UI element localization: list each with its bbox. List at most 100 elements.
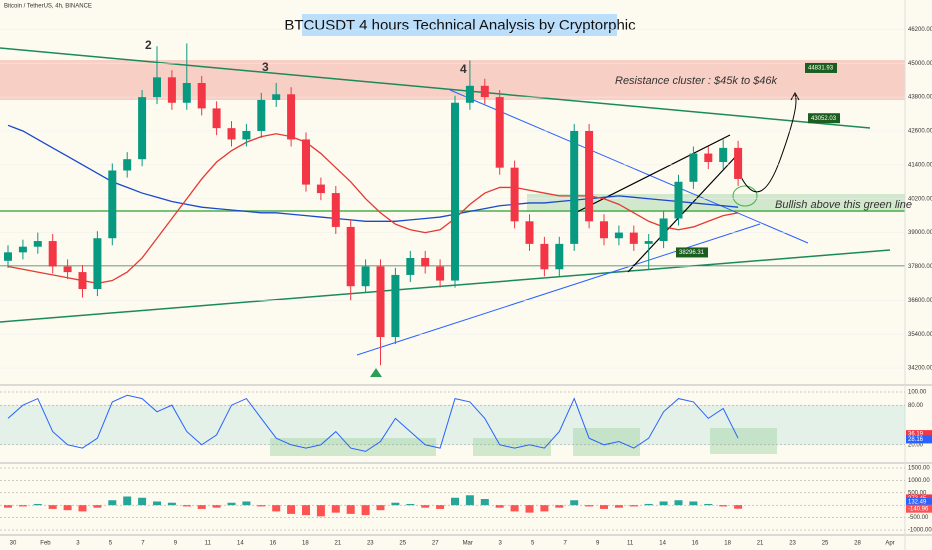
candle-body [153, 77, 161, 98]
histogram-bar [644, 503, 653, 506]
projection-arrow [739, 94, 797, 193]
histogram-bar [346, 505, 355, 514]
histogram-bar [182, 505, 191, 507]
highlight-circle [732, 185, 758, 207]
y-tick-label: 43800.00 [908, 95, 932, 101]
y-tick-label: 42600.00 [908, 129, 932, 135]
symbol-info: Bitcoin / TetherUS, 4h, BINANCE [4, 4, 92, 10]
x-tick-label: 11 [205, 541, 212, 547]
candle-body [421, 257, 430, 267]
histogram-bar [719, 505, 728, 507]
x-tick-label: 9 [174, 541, 178, 547]
value-badge [906, 504, 932, 513]
histogram-bar [33, 503, 42, 506]
price-label: 38296.31 [679, 250, 705, 256]
value-badge [906, 430, 932, 439]
y-tick-label: -500.00 [908, 515, 929, 521]
y-tick-label: 36600.00 [908, 298, 932, 304]
candle-body [123, 159, 132, 171]
candle-body [391, 274, 400, 338]
x-tick-label: 23 [367, 541, 374, 547]
oversold-box [710, 428, 777, 454]
candle-body [361, 266, 370, 287]
x-tick-label: Apr [885, 541, 894, 547]
y-tick-label: 100.00 [908, 390, 927, 396]
candle-body [451, 102, 459, 281]
candle-body [331, 193, 340, 227]
candle-body [167, 77, 176, 103]
candle-body [48, 241, 57, 267]
y-tick-label: 80.00 [908, 403, 924, 409]
moving-average [7, 124, 739, 222]
histogram-bar [257, 505, 266, 507]
histogram-bar [331, 505, 340, 513]
value-badge-label: -140.96 [908, 506, 929, 512]
candle-body [689, 153, 698, 182]
histogram-bar [600, 505, 608, 509]
chart-title: BTCUSDT 4 hours Technical Analysis by Cr… [284, 17, 636, 34]
x-tick-label: Feb [40, 541, 51, 547]
histogram-bar [18, 505, 27, 507]
value-badge [906, 497, 932, 506]
title-box [302, 14, 617, 36]
histogram-bar [689, 501, 698, 506]
candle-body [182, 82, 191, 103]
histogram-bar [525, 505, 534, 513]
candle-body [674, 181, 683, 219]
candle-body [465, 85, 474, 103]
histogram-bar [480, 499, 489, 506]
x-tick-label: 9 [596, 541, 600, 547]
candle-body [212, 108, 221, 129]
candle-body [242, 130, 251, 140]
trendline [0, 249, 891, 323]
x-tick-label: 11 [627, 541, 634, 547]
y-tick-label: 46200.00 [908, 27, 932, 33]
x-tick-label: 21 [334, 541, 341, 547]
y-tick-label: 35400.00 [908, 332, 932, 338]
x-tick-label: 16 [270, 541, 277, 547]
moving-average [7, 133, 739, 285]
x-tick-label: 30 [10, 541, 17, 547]
candle-body [33, 241, 42, 247]
x-tick-label: 18 [724, 541, 731, 547]
histogram-bar [316, 505, 325, 517]
candle-body [257, 99, 266, 131]
trendline [0, 47, 871, 129]
histogram-bar [78, 505, 87, 512]
histogram-bar [436, 505, 445, 509]
oversold-box [270, 438, 436, 456]
x-tick-label: 5 [109, 541, 113, 547]
y-tick-label: 1500.00 [908, 466, 930, 472]
candle-body [287, 94, 296, 140]
candle-body [525, 221, 534, 244]
candle-body [227, 128, 236, 140]
y-tick-label: 34200.00 [908, 366, 932, 372]
candle-body [78, 272, 87, 290]
candle-body [197, 82, 206, 109]
y-tick-label: 37800.00 [908, 264, 932, 270]
candle-body [18, 246, 27, 253]
histogram-bar [585, 505, 594, 507]
candle-body [436, 266, 445, 281]
histogram-bar [614, 505, 623, 508]
candle-body [540, 243, 549, 270]
histogram-bar [629, 505, 638, 507]
histogram-bar [287, 505, 296, 514]
histogram-bar [153, 501, 161, 506]
histogram-bar [93, 505, 102, 508]
candle-body [63, 266, 72, 273]
candle-body [316, 184, 325, 194]
histogram-bar [555, 505, 564, 508]
x-tick-label: 16 [692, 541, 699, 547]
histogram-bar [734, 505, 743, 509]
y-tick-label: -1000.00 [908, 528, 932, 534]
price-label-box [808, 113, 840, 124]
candle-body [495, 97, 504, 168]
histogram-bar [48, 505, 57, 509]
value-badge-label: 28.16 [908, 437, 924, 443]
candle-body [555, 243, 564, 270]
histogram-bar [227, 502, 236, 506]
x-tick-label: 21 [757, 541, 764, 547]
x-tick-label: 5 [531, 541, 535, 547]
histogram-bar [167, 502, 176, 506]
